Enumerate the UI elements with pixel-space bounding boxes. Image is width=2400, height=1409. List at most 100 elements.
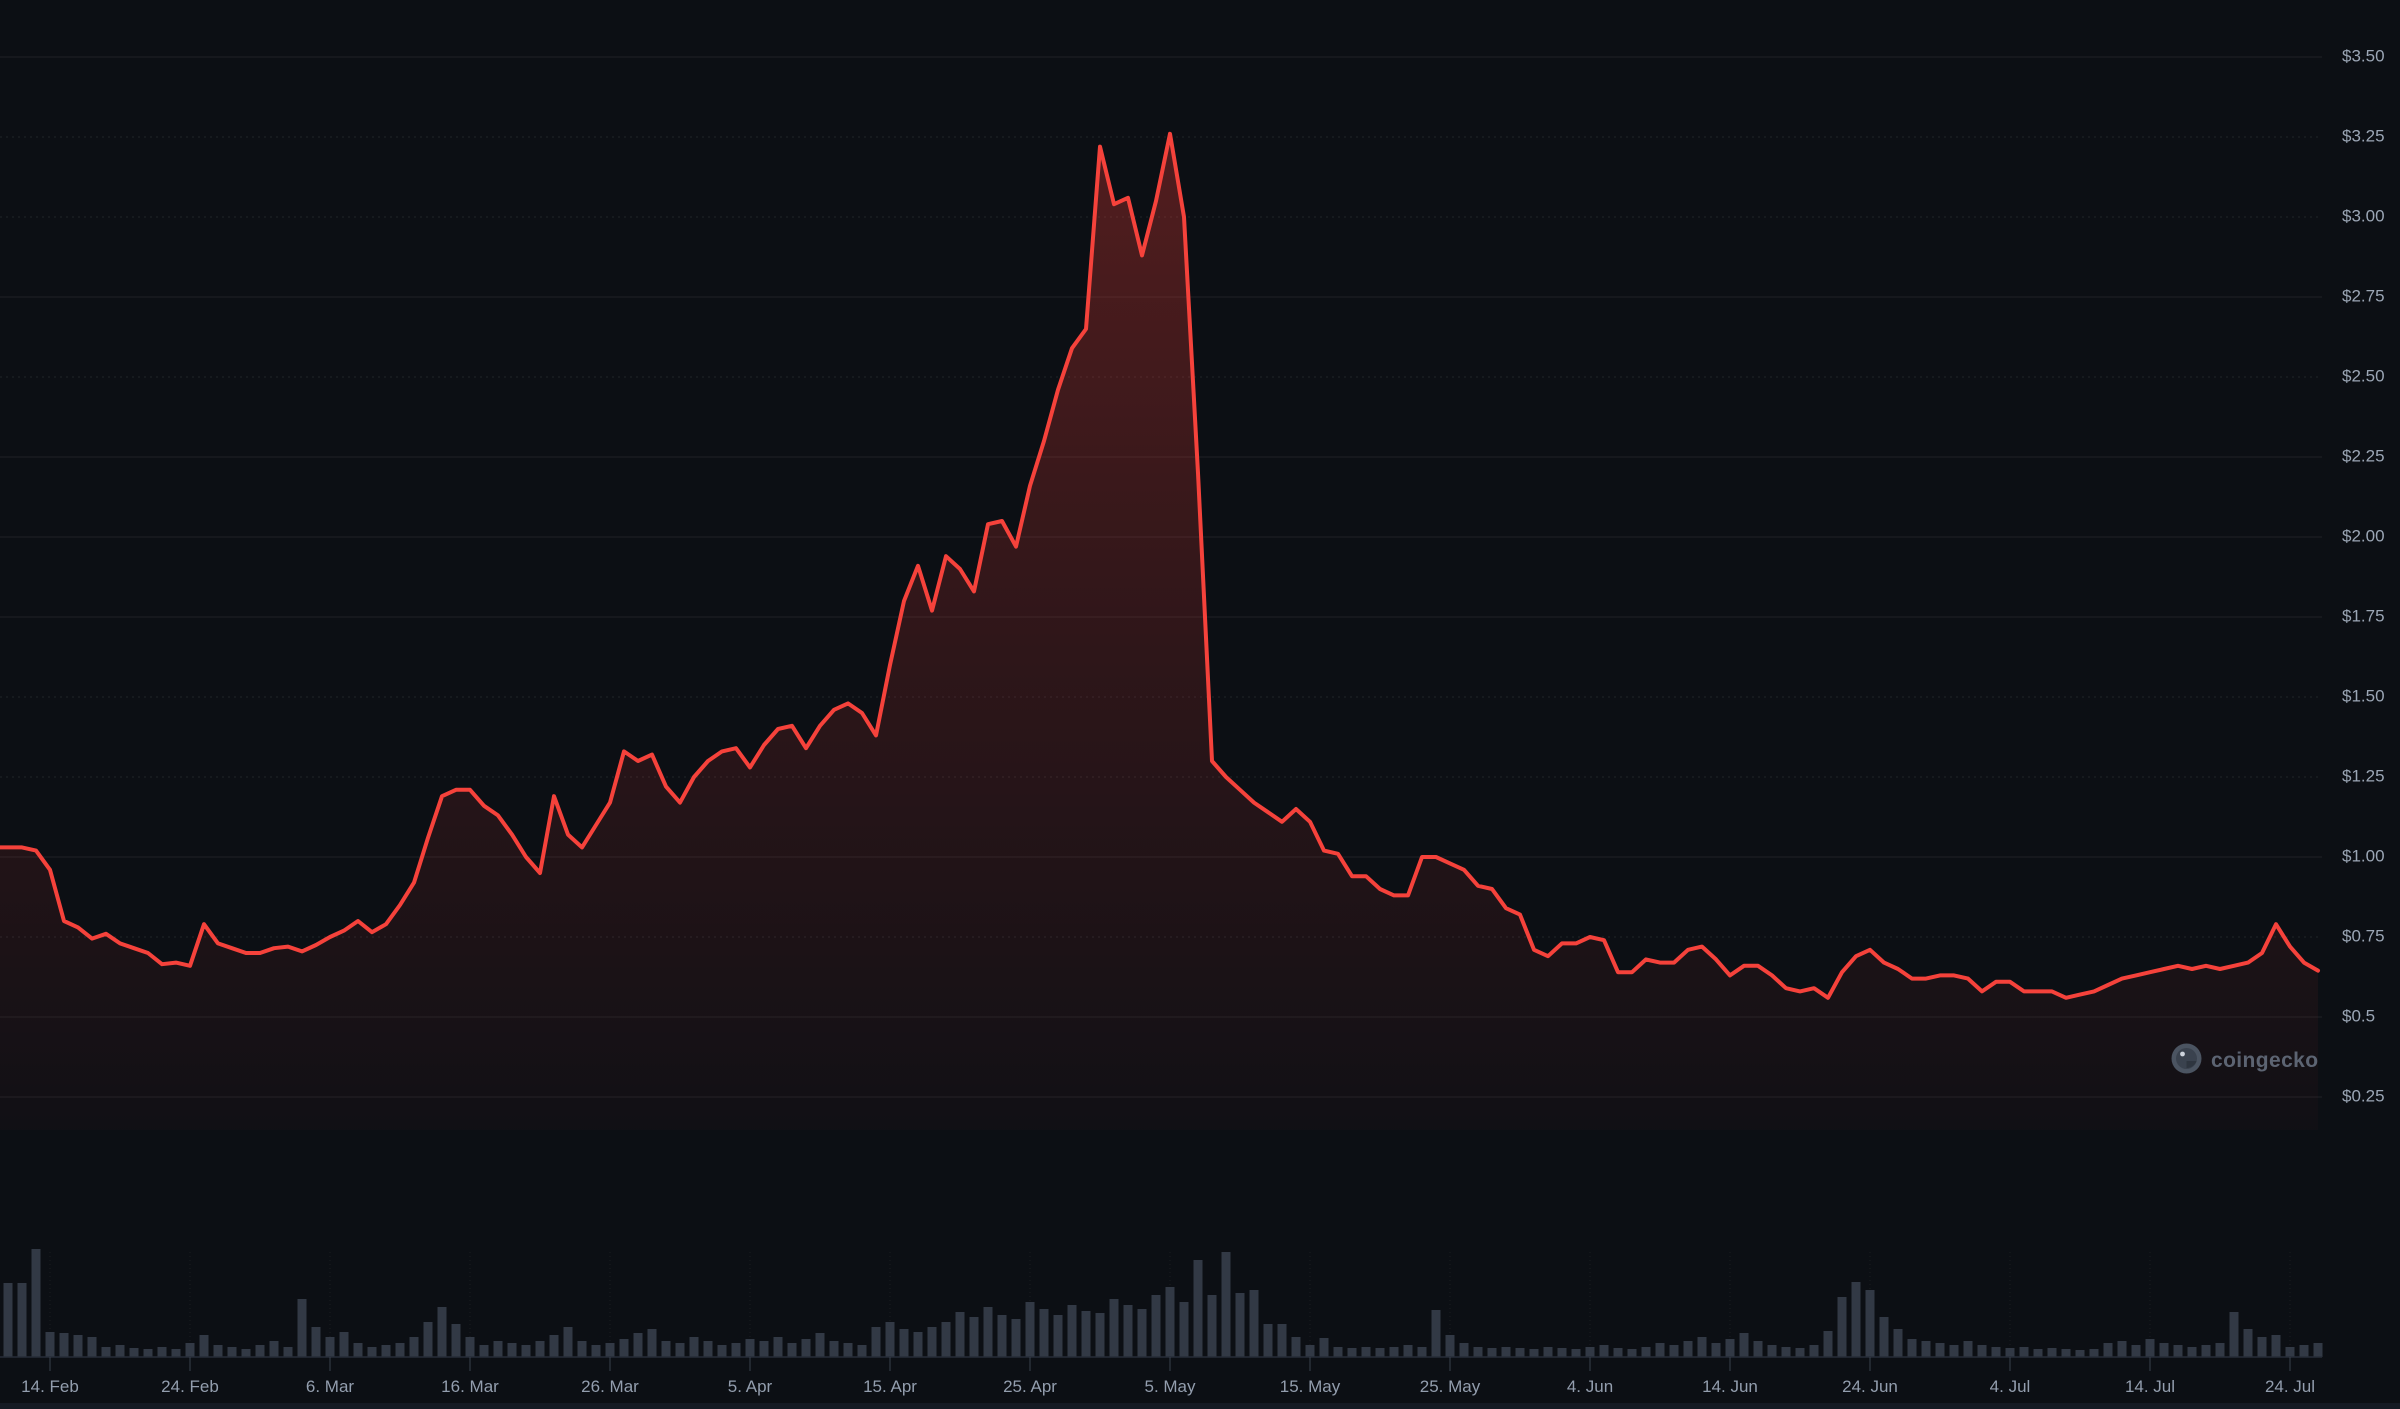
volume-bar xyxy=(717,1345,727,1357)
volume-bar xyxy=(367,1347,377,1357)
x-axis-label: 5. May xyxy=(1144,1377,1196,1396)
y-axis-label: $0.25 xyxy=(2342,1086,2385,1105)
volume-bar xyxy=(1907,1339,1917,1357)
volume-bar xyxy=(1221,1252,1231,1357)
volume-bar xyxy=(1851,1282,1861,1357)
volume-bar xyxy=(1963,1341,1973,1357)
volume-bar xyxy=(1109,1299,1119,1357)
y-axis-label: $3.50 xyxy=(2342,46,2385,65)
volume-bar xyxy=(339,1332,349,1357)
y-axis-label: $2.50 xyxy=(2342,366,2385,385)
volume-bar xyxy=(479,1345,489,1357)
volume-bar xyxy=(815,1333,825,1357)
volume-bar xyxy=(591,1345,601,1357)
volume-bar xyxy=(1725,1339,1735,1357)
volume-bar xyxy=(675,1343,685,1357)
volume-bar xyxy=(1333,1347,1343,1357)
x-axis-label: 24. Jun xyxy=(1842,1377,1898,1396)
volume-bar xyxy=(1991,1347,2001,1357)
volume-bar xyxy=(955,1312,965,1357)
volume-bar xyxy=(1543,1347,1553,1357)
volume-bar xyxy=(759,1341,769,1357)
volume-bar xyxy=(1599,1345,1609,1357)
volume-bar xyxy=(1249,1290,1259,1357)
volume-bar xyxy=(2131,1345,2141,1357)
volume-bar xyxy=(255,1345,265,1357)
volume-bar xyxy=(1865,1290,1875,1357)
volume-bar xyxy=(185,1343,195,1357)
volume-bar xyxy=(913,1332,923,1357)
volume-bar xyxy=(1011,1319,1021,1357)
volume-bar xyxy=(885,1322,895,1357)
volume-bar xyxy=(31,1249,41,1357)
volume-bar xyxy=(157,1347,167,1357)
volume-bar xyxy=(1837,1297,1847,1357)
volume-bar xyxy=(409,1337,419,1357)
volume-bar xyxy=(2271,1335,2281,1357)
volume-bar xyxy=(465,1337,475,1357)
volume-bar xyxy=(1039,1309,1049,1357)
volume-bar xyxy=(1921,1341,1931,1357)
x-axis-label: 15. May xyxy=(1280,1377,1341,1396)
volume-bar xyxy=(1711,1343,1721,1357)
volume-bar xyxy=(2005,1348,2015,1357)
x-axis-label: 14. Jun xyxy=(1702,1377,1758,1396)
y-axis-label: $1.25 xyxy=(2342,766,2385,785)
volume-bar xyxy=(3,1283,13,1357)
volume-bar xyxy=(1123,1305,1133,1357)
volume-bar xyxy=(241,1349,251,1357)
volume-bar xyxy=(689,1337,699,1357)
volume-bar xyxy=(73,1335,83,1357)
volume-bar xyxy=(1179,1302,1189,1357)
volume-bar xyxy=(395,1343,405,1357)
y-axis-label: $1.00 xyxy=(2342,846,2385,865)
volume-bar xyxy=(899,1329,909,1357)
volume-bar xyxy=(1781,1347,1791,1357)
volume-bar xyxy=(45,1332,55,1357)
volume-bar xyxy=(1949,1345,1959,1357)
volume-bar xyxy=(1683,1341,1693,1357)
volume-bar xyxy=(1641,1347,1651,1357)
volume-bar xyxy=(1263,1324,1273,1357)
x-axis-label: 4. Jun xyxy=(1567,1377,1613,1396)
volume-bar xyxy=(1361,1347,1371,1357)
volume-bar xyxy=(1753,1341,1763,1357)
volume-bar xyxy=(2285,1347,2295,1357)
volume-bar xyxy=(1739,1333,1749,1357)
volume-bar xyxy=(2019,1347,2029,1357)
volume-bar xyxy=(1417,1347,1427,1357)
volume-bar xyxy=(1823,1331,1833,1357)
volume-bar xyxy=(1501,1347,1511,1357)
y-axis-label: $1.50 xyxy=(2342,686,2385,705)
volume-bar xyxy=(2243,1329,2253,1357)
volume-bar xyxy=(381,1345,391,1357)
volume-bar xyxy=(129,1348,139,1357)
x-axis-label: 25. May xyxy=(1420,1377,1481,1396)
volume-bar xyxy=(1557,1348,1567,1357)
x-axis-label: 4. Jul xyxy=(1990,1377,2031,1396)
volume-bar xyxy=(171,1349,181,1357)
x-axis-label: 25. Apr xyxy=(1003,1377,1057,1396)
volume-bar xyxy=(801,1339,811,1357)
volume-bar xyxy=(1767,1345,1777,1357)
volume-bar xyxy=(1067,1305,1077,1357)
x-axis-label: 6. Mar xyxy=(306,1377,355,1396)
y-axis-label: $1.75 xyxy=(2342,606,2385,625)
volume-bar xyxy=(227,1347,237,1357)
volume-bar xyxy=(311,1327,321,1357)
volume-bar xyxy=(1613,1348,1623,1357)
volume-bar xyxy=(1935,1343,1945,1357)
volume-bar xyxy=(1137,1309,1147,1357)
volume-bar xyxy=(521,1345,531,1357)
volume-bar xyxy=(1655,1343,1665,1357)
volume-bar xyxy=(941,1322,951,1357)
volume-bar xyxy=(1627,1349,1637,1357)
volume-bar xyxy=(619,1339,629,1357)
volume-bar xyxy=(2103,1343,2113,1357)
volume-bar xyxy=(451,1324,461,1357)
volume-bar xyxy=(437,1307,447,1357)
volume-bar xyxy=(213,1345,223,1357)
volume-bar xyxy=(1151,1295,1161,1357)
y-axis-label: $2.75 xyxy=(2342,286,2385,305)
